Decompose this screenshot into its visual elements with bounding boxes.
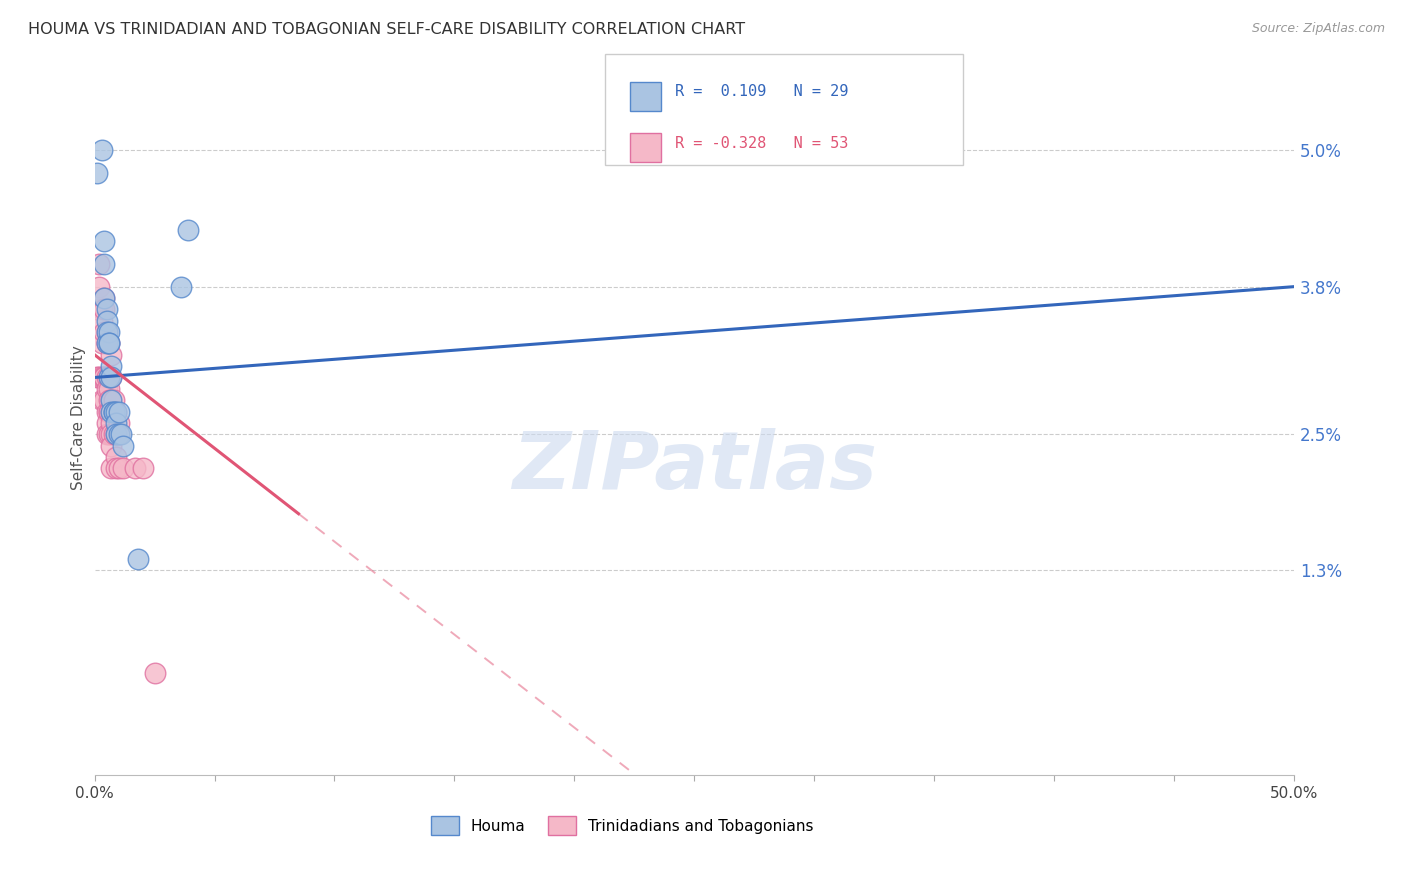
Point [103,404,125,418]
Point [110,427,132,442]
Point [93,393,115,408]
Point [90,302,112,317]
Point [96,404,118,418]
Text: R = -0.328   N = 53: R = -0.328 N = 53 [675,136,848,151]
Point [177,223,200,237]
Point [96,382,118,396]
Point [100,370,122,384]
Point [98,404,121,418]
Point [98,427,121,442]
Point [170,279,193,293]
Point [89,370,111,384]
Point [100,404,122,418]
Point [98,336,121,351]
Point [96,336,118,351]
Point [86,166,108,180]
Point [98,325,121,339]
Point [100,393,122,408]
Point [86,302,108,317]
Point [105,450,128,464]
Point [107,416,129,430]
Point [107,404,129,418]
Point [105,404,128,418]
Point [103,427,125,442]
Point [112,439,135,453]
Point [100,393,122,408]
Point [100,348,122,362]
Point [103,404,125,418]
Text: ZIPatlas: ZIPatlas [512,428,877,507]
Point [100,461,122,475]
Point [96,325,118,339]
Text: Source: ZipAtlas.com: Source: ZipAtlas.com [1251,22,1385,36]
Point [93,234,115,248]
Point [96,314,118,328]
Point [96,325,118,339]
Point [103,404,125,418]
Point [96,427,118,442]
Point [93,291,115,305]
Point [107,427,129,442]
Point [100,416,122,430]
Point [96,370,118,384]
Point [105,461,128,475]
Point [98,382,121,396]
Point [96,416,118,430]
Point [90,393,112,408]
Point [98,370,121,384]
Point [112,461,135,475]
Point [93,325,115,339]
Point [93,257,115,271]
Point [86,370,108,384]
Point [105,404,128,418]
Point [89,279,111,293]
Point [98,393,121,408]
Point [107,461,129,475]
Text: R =  0.109   N = 29: R = 0.109 N = 29 [675,85,848,100]
Point [127,552,149,566]
Text: HOUMA VS TRINIDADIAN AND TOBAGONIAN SELF-CARE DISABILITY CORRELATION CHART: HOUMA VS TRINIDADIAN AND TOBAGONIAN SELF… [28,22,745,37]
Point [90,370,112,384]
Point [107,427,129,442]
Point [90,314,112,328]
Point [100,370,122,384]
Point [105,416,128,430]
Point [100,439,122,453]
Point [90,144,112,158]
Point [93,291,115,305]
Point [143,665,166,680]
Point [90,336,112,351]
Point [124,461,146,475]
Point [100,427,122,442]
Legend: Houma, Trinidadians and Tobagonians: Houma, Trinidadians and Tobagonians [432,816,814,835]
Point [96,302,118,317]
Point [98,404,121,418]
Point [100,359,122,373]
Point [100,404,122,418]
Point [98,336,121,351]
Point [105,427,128,442]
Point [96,336,118,351]
Point [103,393,125,408]
Point [89,257,111,271]
Point [93,370,115,384]
Point [98,336,121,351]
Point [98,370,121,384]
Y-axis label: Self-Care Disability: Self-Care Disability [72,345,86,490]
Point [131,461,153,475]
Point [96,336,118,351]
Point [93,370,115,384]
Point [93,302,115,317]
Point [105,427,128,442]
